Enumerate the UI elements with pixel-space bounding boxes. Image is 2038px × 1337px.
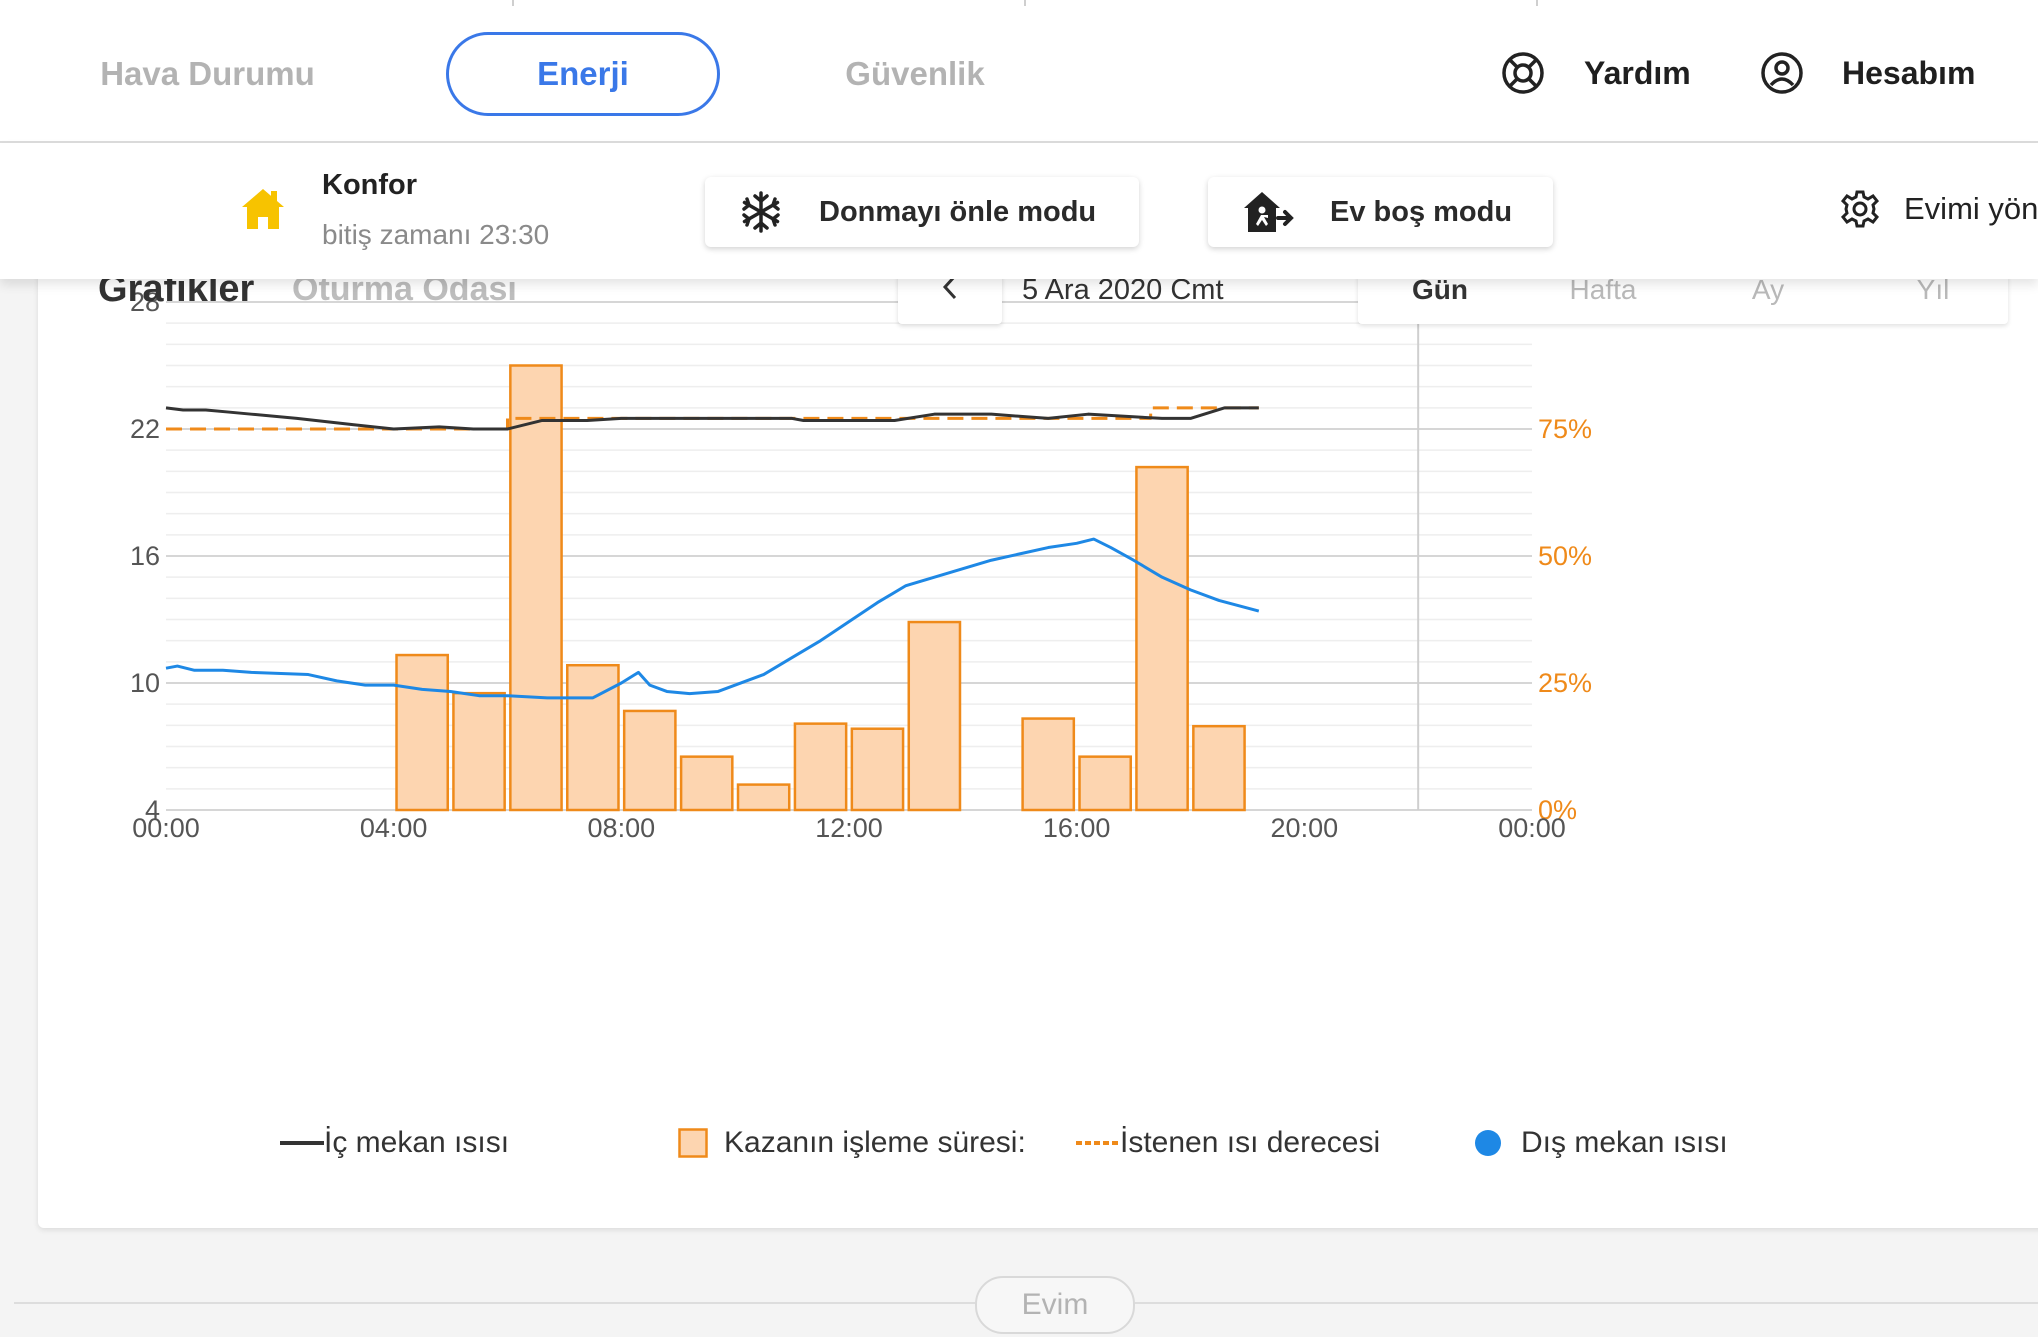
boiler-bar bbox=[679, 755, 734, 812]
x-axis-tick-label: 04:00 bbox=[360, 813, 428, 843]
setpoint-line bbox=[166, 406, 1259, 431]
legend-outdoor-swatch bbox=[1475, 1130, 1501, 1156]
legend-setpoint-label: İstenen ısı derecesi bbox=[1120, 1126, 1381, 1159]
user-circle-icon bbox=[1761, 52, 1803, 94]
legend-outdoor[interactable]: Dış mekan ısısı bbox=[1473, 1126, 1728, 1160]
legend-indoor-swatch bbox=[280, 1141, 324, 1145]
help-link[interactable]: Yardım bbox=[1500, 48, 1691, 98]
top-divider-tick bbox=[1536, 0, 1538, 6]
boiler-bar bbox=[452, 691, 506, 812]
y2-axis-tick-label: 50% bbox=[1538, 541, 1592, 571]
boiler-bar bbox=[793, 722, 848, 812]
period-ay[interactable]: Ay bbox=[1751, 274, 1785, 305]
tab-guvenlik[interactable]: Güvenlik bbox=[845, 55, 985, 92]
account-label: Hesabım bbox=[1842, 54, 1976, 91]
y-axis-tick-label: 4 bbox=[145, 795, 160, 825]
comfort-mode-end-time: bitiş zamanı 23:30 bbox=[322, 219, 550, 250]
legend-outdoor-label: Dış mekan ısısı bbox=[1521, 1126, 1728, 1159]
frost-protection-button[interactable]: Donmayı önle modu bbox=[705, 177, 1139, 247]
away-mode-label: Ev boş modu bbox=[1330, 195, 1513, 228]
x-axis-tick-label: 08:00 bbox=[588, 813, 656, 843]
legend-boiler[interactable]: Kazanın işleme süresi: bbox=[678, 1126, 1026, 1160]
top-divider-tick bbox=[1024, 0, 1026, 6]
boiler-bar bbox=[907, 620, 962, 812]
legend-indoor[interactable]: İç mekan ısısı bbox=[280, 1126, 509, 1160]
legend-setpoint[interactable]: İstenen ısı derecesi bbox=[1076, 1126, 1380, 1160]
boiler-bar bbox=[509, 364, 563, 812]
y2-axis-tick-label: 25% bbox=[1538, 668, 1592, 698]
period-gun[interactable]: Gün bbox=[1412, 274, 1468, 305]
boiler-bar bbox=[1021, 717, 1076, 812]
x-axis-tick-label: 16:00 bbox=[1043, 813, 1111, 843]
period-hafta[interactable]: Hafta bbox=[1569, 274, 1637, 305]
manage-home-link[interactable]: Evimi yönet bbox=[1840, 189, 2038, 229]
comfort-mode-title: Konfor bbox=[322, 169, 418, 201]
y2-axis-tick-label: 75% bbox=[1538, 414, 1592, 444]
x-axis-tick-label: 20:00 bbox=[1271, 813, 1339, 843]
boiler-bar bbox=[1135, 465, 1189, 812]
y-axis-tick-label: 28 bbox=[130, 287, 160, 317]
chevron-left-icon bbox=[942, 274, 957, 300]
top-navigation: Hava Durumu Enerji Güvenlik Yardım Hesab… bbox=[0, 0, 2038, 143]
period-yil[interactable]: Yıl bbox=[1916, 274, 1950, 305]
away-mode-button[interactable]: Ev boş modu bbox=[1208, 177, 1553, 247]
leaving-home-icon bbox=[1244, 192, 1294, 232]
lifebuoy-icon bbox=[1502, 52, 1544, 94]
boiler-bar bbox=[622, 709, 677, 812]
gear-icon bbox=[1840, 190, 1880, 228]
frost-protection-label: Donmayı önle modu bbox=[819, 195, 1097, 228]
top-divider-tick bbox=[512, 0, 514, 6]
outdoor-temperature-line bbox=[165, 537, 1260, 700]
y-axis-tick-label: 22 bbox=[130, 414, 160, 444]
boiler-bar bbox=[850, 727, 905, 812]
indoor-temperature-line bbox=[165, 406, 1259, 431]
x-axis-tick-label: 12:00 bbox=[815, 813, 883, 843]
home-icon bbox=[242, 189, 284, 229]
snowflake-icon bbox=[742, 191, 780, 233]
y-axis-tick-label: 16 bbox=[130, 541, 160, 571]
date-label: 5 Ara 2020 Cmt bbox=[1022, 274, 1224, 306]
boiler-bar bbox=[1078, 755, 1132, 812]
manage-home-label: Evimi yönet bbox=[1904, 191, 2038, 226]
tab-enerji[interactable]: Enerji bbox=[446, 32, 720, 116]
legend-boiler-swatch bbox=[678, 1128, 708, 1158]
mode-bar: Konfor bitiş zamanı 23:30 Donmayı önle m… bbox=[0, 143, 2038, 279]
boiler-bar bbox=[736, 783, 791, 812]
y2-axis-tick-label: 0% bbox=[1538, 795, 1577, 825]
boiler-bar bbox=[1192, 724, 1246, 812]
legend-boiler-label: Kazanın işleme süresi: bbox=[724, 1126, 1026, 1159]
tab-hava-durumu[interactable]: Hava Durumu bbox=[100, 55, 315, 92]
legend-setpoint-swatch bbox=[1076, 1141, 1120, 1145]
boiler-bar bbox=[395, 653, 449, 812]
x-axis-tick-label: 00:00 bbox=[132, 813, 200, 843]
temperature-chart: 282216104100%75%50%25%0%00:0004:0008:001… bbox=[130, 287, 1607, 843]
graph-card: 282216104100%75%50%25%0%00:0004:0008:001… bbox=[38, 250, 2038, 1228]
account-link[interactable]: Hesabım bbox=[1760, 48, 1975, 98]
home-footer-tab[interactable]: Evim bbox=[975, 1276, 1135, 1334]
legend-indoor-label: İç mekan ısısı bbox=[324, 1126, 510, 1159]
help-label: Yardım bbox=[1584, 54, 1691, 91]
y-axis-tick-label: 10 bbox=[130, 668, 160, 698]
x-axis-tick-label: 00:00 bbox=[1498, 813, 1566, 843]
